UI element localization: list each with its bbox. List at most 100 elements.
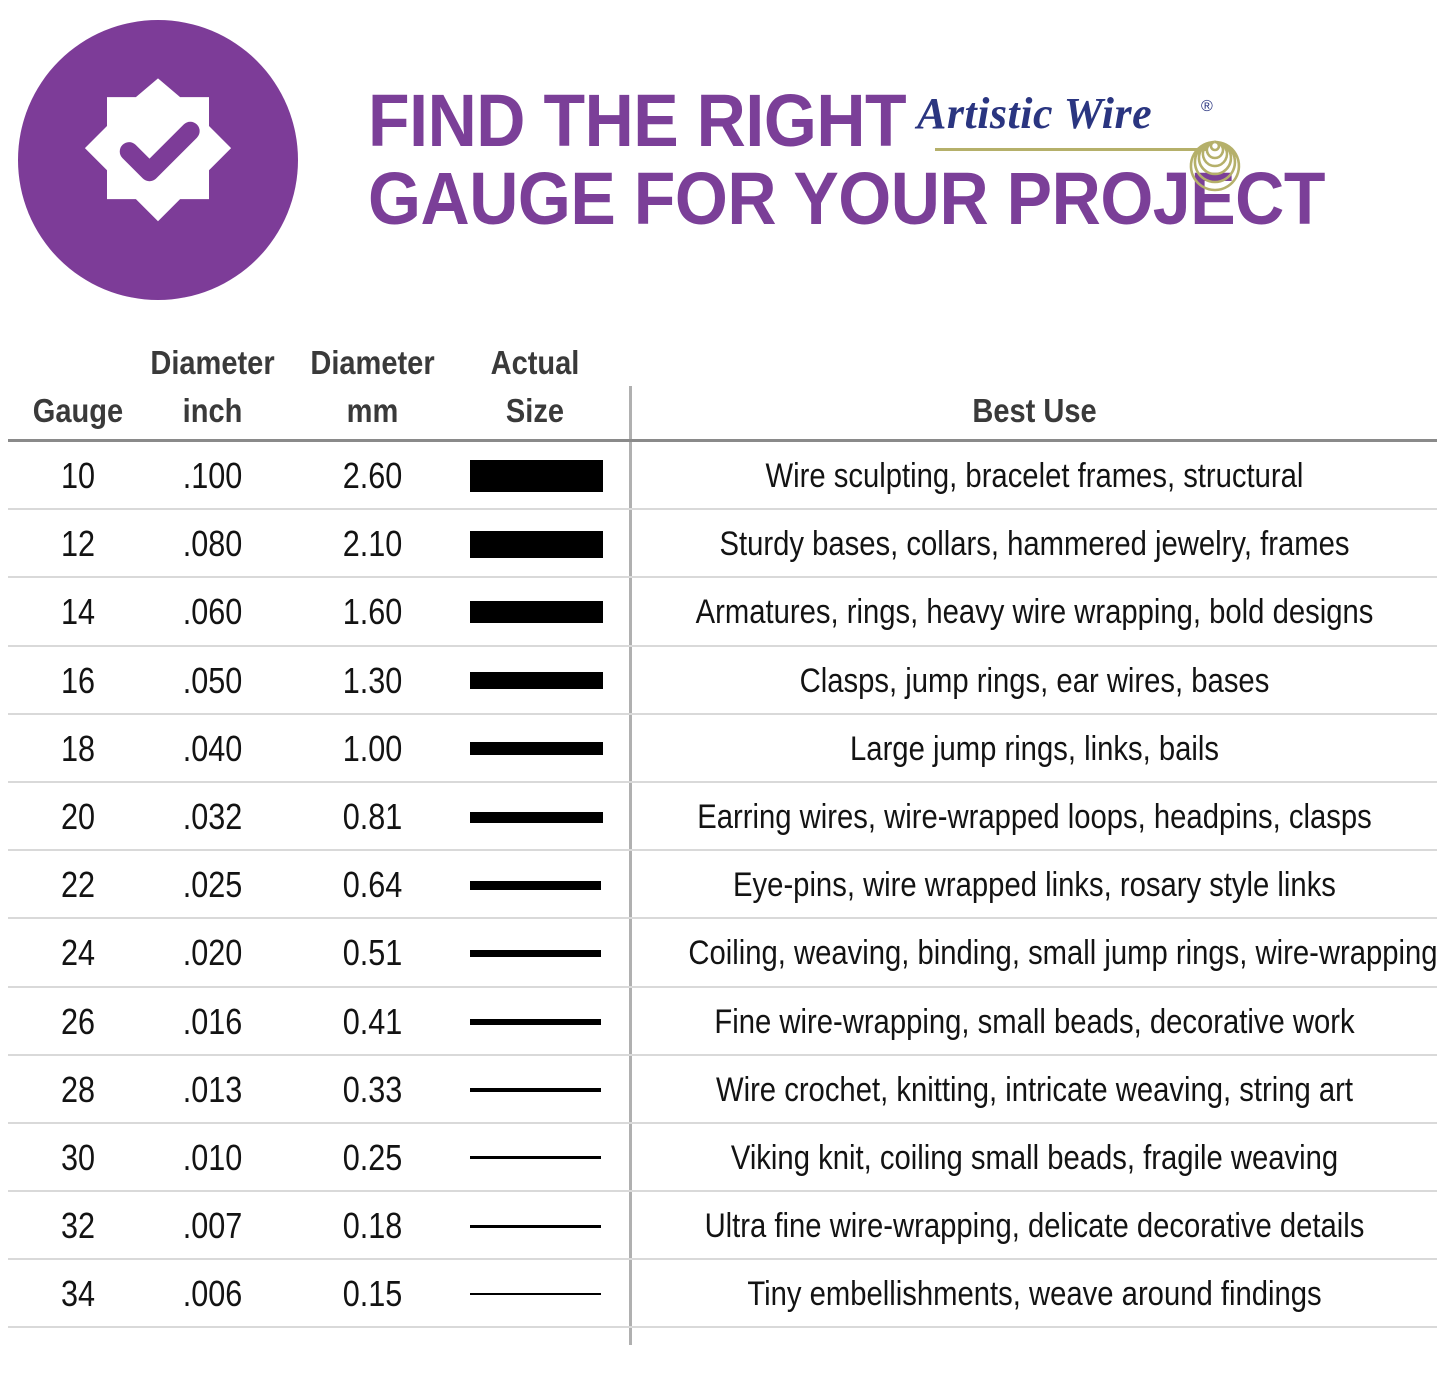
- row-separator: [8, 849, 1437, 852]
- actual-size-bar: [470, 460, 603, 493]
- table-row: 24 .020 0.51 Coiling, weaving, binding, sma…: [0, 919, 1445, 988]
- cell-diameter-mm: 0.41: [342, 1000, 403, 1042]
- table-row: 14 .060 1.60 Armatures, rings, heavy wire w…: [0, 578, 1445, 647]
- cell-diameter-mm: 2.60: [342, 455, 403, 496]
- cell-diameter-mm: 0.15: [342, 1273, 403, 1315]
- row-separator: [8, 1326, 1437, 1329]
- cell-diameter-inch: .007: [182, 1205, 243, 1247]
- spiral-icon: [1189, 140, 1241, 192]
- cell-diameter-inch: .013: [182, 1068, 243, 1110]
- cell-gauge: 26: [60, 1000, 96, 1042]
- cell-diameter-inch: .006: [182, 1273, 243, 1315]
- header-rule: [8, 439, 1437, 442]
- brand-wordmark: Artistic Wire: [917, 89, 1153, 138]
- cell-gauge: 28: [60, 1068, 96, 1110]
- actual-size-bar: [470, 880, 601, 890]
- cell-diameter-mm: 0.81: [342, 795, 403, 837]
- cell-diameter-inch: .025: [182, 864, 243, 906]
- row-separator: [8, 1053, 1437, 1056]
- header-diameter-mm-top: Diameter: [310, 344, 435, 381]
- table-row: 28 .013 0.33 Wire crochet, knitting, intric…: [0, 1056, 1445, 1124]
- cell-gauge: 32: [60, 1205, 96, 1247]
- brand-underline: [935, 148, 1207, 151]
- actual-size-bar: [470, 601, 603, 624]
- header-size: Size: [505, 392, 565, 429]
- cell-gauge: 24: [60, 932, 96, 974]
- cell-diameter-inch: .020: [182, 932, 243, 974]
- cell-actual-size: [455, 919, 615, 987]
- cell-diameter-inch: .010: [182, 1136, 243, 1178]
- actual-size-bar: [470, 1018, 601, 1025]
- cell-diameter-mm: 2.10: [342, 523, 403, 565]
- artistic-wire-brand-logo: Artistic Wire ®: [917, 89, 1241, 192]
- actual-size-bar: [470, 530, 603, 558]
- table-header-top: Diameter Diameter Actual: [0, 330, 1445, 386]
- cell-actual-size: [455, 1192, 615, 1260]
- cell-gauge: 18: [60, 727, 96, 769]
- cell-best-use: Clasps, jump rings, ear wires, bases: [799, 661, 1270, 700]
- cell-diameter-inch: .080: [182, 523, 243, 565]
- cell-gauge: 14: [60, 591, 96, 633]
- title-line-one: FIND THE RIGHT: [368, 79, 907, 162]
- cell-diameter-inch: .032: [182, 795, 243, 837]
- registered-trademark-icon: ®: [1201, 98, 1213, 115]
- cell-actual-size: [455, 510, 615, 578]
- cell-gauge: 16: [60, 659, 96, 701]
- header-best-use: Best Use: [972, 392, 1097, 429]
- cell-actual-size: [455, 783, 615, 851]
- cell-best-use: Wire sculpting, bracelet frames, structu…: [765, 457, 1304, 495]
- cell-actual-size: [455, 1124, 615, 1192]
- table-row: 12 .080 2.10 Sturdy bases, collars, hammere…: [0, 510, 1445, 579]
- cell-best-use: Coiling, weaving, binding, small jump ri…: [688, 934, 1438, 973]
- gauge-table: Diameter Diameter Actual Gauge inch mm S…: [0, 330, 1445, 1345]
- cell-actual-size: [455, 1260, 615, 1328]
- cell-best-use: Earring wires, wire-wrapped loops, headp…: [697, 797, 1372, 836]
- table-row: 18 .040 1.00 Large jump rings, links, bails: [0, 715, 1445, 783]
- table-row: 26 .016 0.41 Fine wire-wrapping, small bead…: [0, 988, 1445, 1056]
- cell-diameter-inch: .060: [182, 591, 243, 633]
- cell-gauge: 34: [60, 1273, 96, 1315]
- row-separator: [8, 1258, 1437, 1261]
- actual-size-bar: [470, 811, 603, 823]
- table-header-bottom: Gauge inch mm Size Best Use: [0, 386, 1445, 442]
- row-separator: [8, 1190, 1437, 1193]
- cell-diameter-mm: 1.00: [342, 727, 403, 769]
- cell-gauge: 30: [60, 1136, 96, 1178]
- cell-diameter-mm: 1.30: [342, 659, 403, 701]
- header-diameter-inch-top: Diameter: [150, 344, 275, 381]
- check-badge-icon: [84, 78, 232, 222]
- cell-best-use: Large jump rings, links, bails: [850, 729, 1219, 768]
- table-row: 22 .025 0.64 Eye-pins, wire wrapped links, …: [0, 851, 1445, 920]
- cell-diameter-mm: 0.18: [342, 1205, 403, 1247]
- cell-actual-size: [455, 578, 615, 646]
- cell-best-use: Sturdy bases, collars, hammered jewelry,…: [719, 525, 1350, 564]
- cell-diameter-inch: .100: [182, 455, 243, 496]
- cell-diameter-mm: 0.51: [342, 932, 403, 974]
- cell-actual-size: [455, 1056, 615, 1124]
- actual-size-bar: [470, 672, 603, 690]
- table-row: 30 .010 0.25 Viking knit, coiling small bea…: [0, 1124, 1445, 1193]
- page-title: FIND THE RIGHT GAUGE FOR YOUR PROJECT: [368, 79, 1428, 236]
- row-separator: [8, 712, 1437, 715]
- actual-size-bar: [470, 1087, 601, 1092]
- cell-actual-size: [455, 851, 615, 919]
- table-row: 16 .050 1.30 Clasps, jump rings, ear wires,…: [0, 647, 1445, 715]
- cell-diameter-inch: .050: [182, 659, 243, 701]
- cell-actual-size: [455, 647, 615, 715]
- actual-size-bar: [470, 949, 601, 957]
- cell-diameter-mm: 0.25: [342, 1136, 403, 1178]
- row-separator: [8, 508, 1437, 511]
- actual-size-bar: [470, 742, 603, 756]
- cell-actual-size: [455, 442, 615, 510]
- row-separator: [8, 780, 1437, 783]
- cell-diameter-mm: 1.60: [342, 591, 403, 633]
- cell-best-use: Wire crochet, knitting, intricate weavin…: [715, 1070, 1354, 1109]
- row-separator: [8, 917, 1437, 920]
- row-separator: [8, 1121, 1437, 1124]
- cell-diameter-mm: 0.33: [342, 1068, 403, 1110]
- header-inch: inch: [182, 392, 243, 429]
- cell-best-use: Fine wire-wrapping, small beads, decorat…: [714, 1002, 1355, 1041]
- cell-gauge: 22: [60, 864, 96, 906]
- cell-best-use: Armatures, rings, heavy wire wrapping, b…: [695, 593, 1374, 632]
- check-badge-logo: [18, 20, 298, 300]
